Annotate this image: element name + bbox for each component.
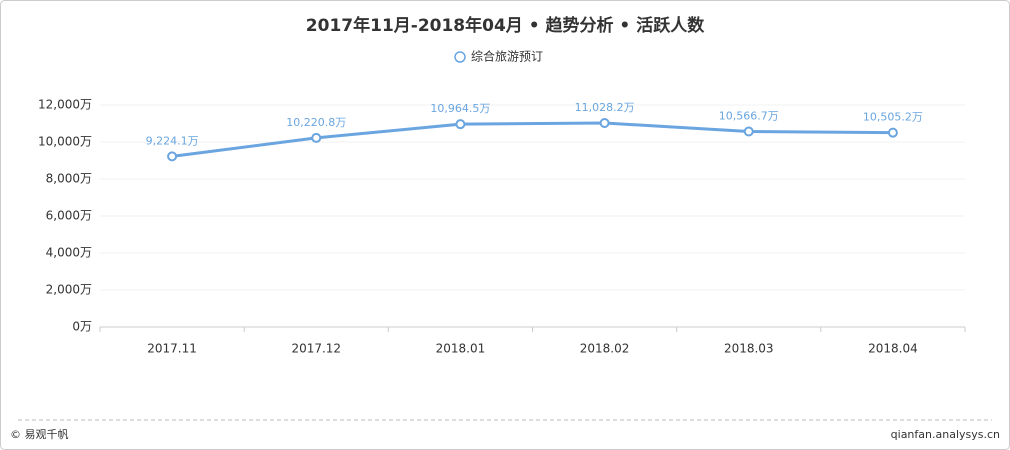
chart-title: 2017年11月-2018年04月 • 趋势分析 • 活跃人数 — [306, 15, 705, 36]
point — [743, 126, 754, 137]
y-tick-label: 8,000万 — [46, 172, 92, 186]
footer-left: © 易观千帆 — [10, 427, 69, 441]
y-tick-label: 10,000万 — [38, 135, 92, 149]
y-tick-label: 6,000万 — [46, 209, 92, 223]
footer-right: qianfan.analysys.cn — [891, 428, 1000, 441]
x-tick-label: 2017.11 — [147, 342, 197, 356]
value-label: 9,224.1万 — [146, 134, 199, 147]
x-tick-label: 2018.02 — [580, 342, 630, 356]
line — [171, 121, 893, 158]
value-label: 10,964.5万 — [430, 102, 490, 115]
point — [311, 132, 322, 143]
x-tick-label: 2018.01 — [436, 342, 486, 356]
x-tick-label: 2017.12 — [291, 342, 341, 356]
point — [599, 117, 610, 128]
point — [167, 151, 178, 162]
y-tick-label: 2,000万 — [46, 283, 92, 297]
value-label: 11,028.2万 — [575, 101, 635, 114]
legend-label: 综合旅游预订 — [471, 49, 543, 64]
point — [887, 127, 898, 138]
y-tick-label: 12,000万 — [38, 98, 92, 112]
value-label: 10,505.2万 — [863, 111, 923, 124]
point — [455, 119, 466, 130]
legend-marker — [454, 51, 466, 63]
value-label: 10,220.8万 — [286, 116, 346, 129]
y-tick-label: 4,000万 — [46, 246, 92, 260]
x-tick-label: 2018.04 — [868, 342, 918, 356]
y-tick-label: 0万 — [72, 320, 92, 334]
value-label: 10,566.7万 — [719, 110, 779, 123]
x-tick-label: 2018.03 — [724, 342, 774, 356]
